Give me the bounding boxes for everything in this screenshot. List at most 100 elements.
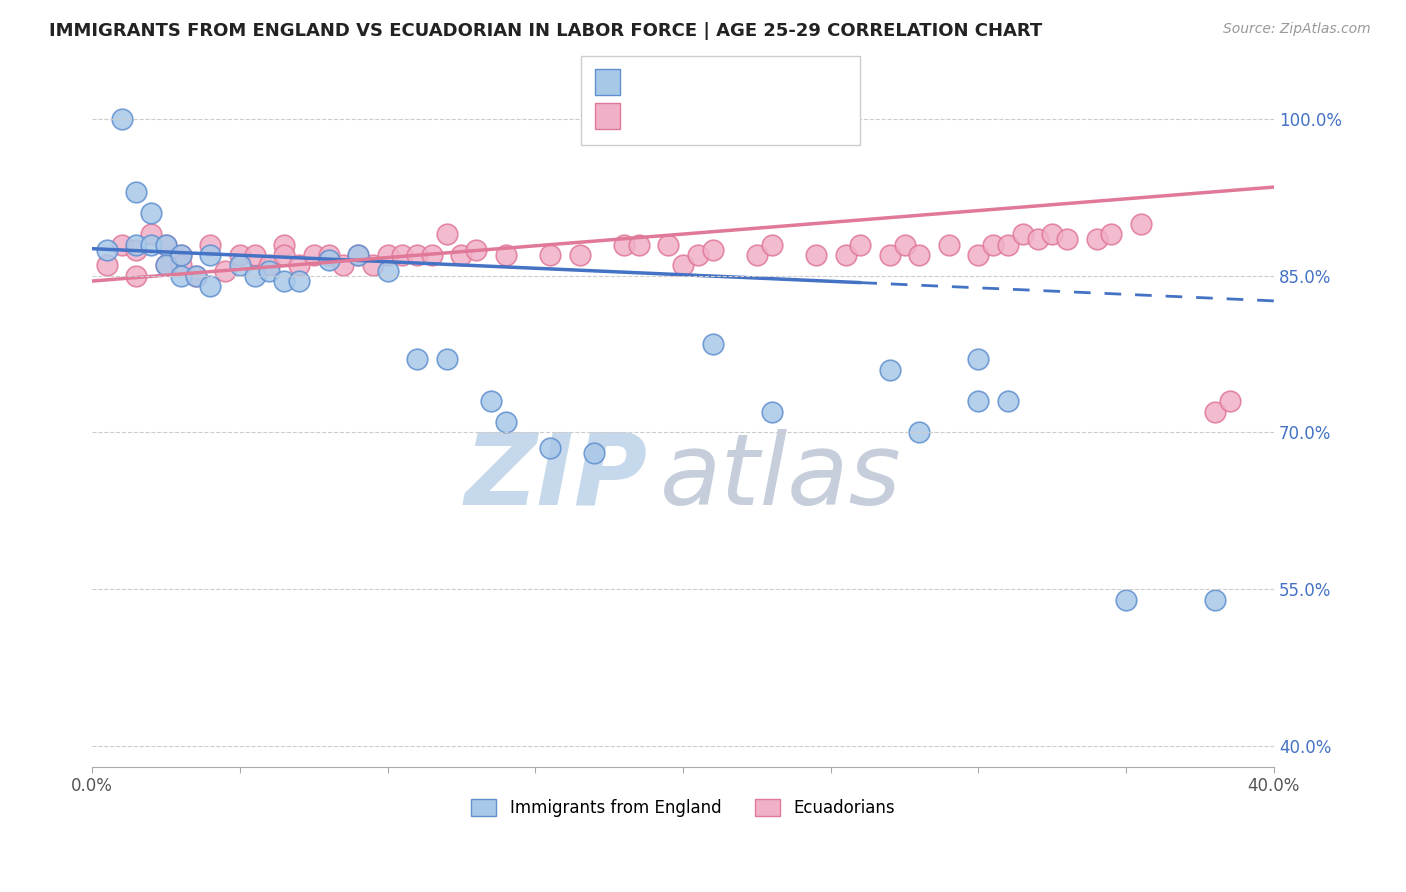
Point — [141, 206, 163, 220]
Point — [200, 248, 222, 262]
Point — [938, 237, 960, 252]
Point — [538, 441, 561, 455]
Point — [834, 248, 856, 262]
Text: R =: R = — [631, 110, 669, 128]
Point — [465, 243, 488, 257]
Point — [1130, 217, 1153, 231]
Point — [745, 248, 768, 262]
Point — [583, 446, 606, 460]
Point — [1099, 227, 1122, 241]
Point — [849, 237, 872, 252]
Point — [420, 248, 443, 262]
Point — [377, 263, 399, 277]
Point — [657, 237, 679, 252]
Point — [170, 248, 193, 262]
Point — [613, 237, 636, 252]
Point — [981, 237, 1004, 252]
Text: N =: N = — [738, 110, 778, 128]
Point — [568, 248, 591, 262]
Point — [259, 259, 281, 273]
Text: 36: 36 — [780, 76, 804, 94]
Text: -0.058: -0.058 — [676, 76, 738, 94]
Point — [141, 227, 163, 241]
Point — [200, 237, 222, 252]
Point — [184, 268, 207, 283]
Point — [1115, 592, 1137, 607]
Point — [96, 243, 118, 257]
Point — [967, 394, 990, 409]
Point — [200, 279, 222, 293]
Point — [347, 248, 370, 262]
Point — [702, 243, 724, 257]
Point — [1204, 592, 1226, 607]
Text: ZIP: ZIP — [464, 429, 648, 525]
Point — [1056, 232, 1078, 246]
Point — [273, 248, 295, 262]
Point — [997, 394, 1019, 409]
Point — [908, 425, 931, 440]
Point — [347, 248, 370, 262]
Point — [273, 274, 295, 288]
Point — [1219, 394, 1241, 409]
Point — [1026, 232, 1049, 246]
Point — [155, 237, 177, 252]
Point — [495, 248, 517, 262]
Point — [406, 352, 429, 367]
Point — [361, 259, 384, 273]
Point — [259, 263, 281, 277]
Point — [141, 237, 163, 252]
Point — [318, 253, 340, 268]
Point — [377, 248, 399, 262]
Point — [318, 248, 340, 262]
Point — [879, 363, 901, 377]
Point — [686, 248, 709, 262]
Point — [288, 274, 311, 288]
Point — [908, 248, 931, 262]
Point — [436, 227, 458, 241]
Point — [170, 259, 193, 273]
Point — [229, 248, 252, 262]
Point — [214, 263, 236, 277]
Text: atlas: atlas — [659, 429, 901, 525]
Point — [1011, 227, 1033, 241]
Point — [273, 237, 295, 252]
Point — [155, 259, 177, 273]
Point — [96, 259, 118, 273]
Point — [702, 336, 724, 351]
Point — [125, 243, 148, 257]
Point — [879, 248, 901, 262]
Point — [761, 237, 783, 252]
Point — [243, 268, 266, 283]
Point — [1204, 404, 1226, 418]
Point — [967, 352, 990, 367]
Point — [288, 259, 311, 273]
Point — [243, 248, 266, 262]
Point — [184, 268, 207, 283]
Text: 60: 60 — [780, 110, 804, 128]
Text: 0.212: 0.212 — [676, 110, 731, 128]
Point — [450, 248, 472, 262]
Point — [436, 352, 458, 367]
Point — [111, 112, 134, 127]
Point — [170, 248, 193, 262]
Point — [479, 394, 502, 409]
Point — [332, 259, 354, 273]
Point — [893, 237, 915, 252]
Legend: Immigrants from England, Ecuadorians: Immigrants from England, Ecuadorians — [465, 792, 901, 823]
Text: R =: R = — [631, 76, 669, 94]
Point — [997, 237, 1019, 252]
Point — [1040, 227, 1063, 241]
Point — [229, 259, 252, 273]
Point — [111, 237, 134, 252]
Point — [967, 248, 990, 262]
Point — [406, 248, 429, 262]
Point — [1085, 232, 1108, 246]
Point — [170, 268, 193, 283]
Text: Source: ZipAtlas.com: Source: ZipAtlas.com — [1223, 22, 1371, 37]
Point — [761, 404, 783, 418]
Point — [672, 259, 695, 273]
Point — [495, 415, 517, 429]
Text: IMMIGRANTS FROM ENGLAND VS ECUADORIAN IN LABOR FORCE | AGE 25-29 CORRELATION CHA: IMMIGRANTS FROM ENGLAND VS ECUADORIAN IN… — [49, 22, 1042, 40]
Point — [627, 237, 650, 252]
Point — [804, 248, 827, 262]
